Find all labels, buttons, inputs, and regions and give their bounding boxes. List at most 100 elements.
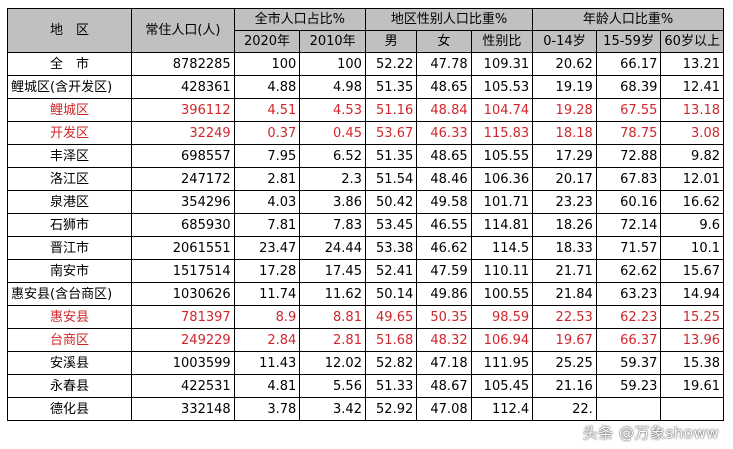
cell-female-pct: 47.78 [416,52,472,76]
cell-age-0-14: 25.25 [532,351,597,375]
cell-age-15-59: 78.75 [595,121,662,145]
cell-share-2010: 3.42 [299,397,366,421]
cell-share-2020: 4.03 [233,190,301,214]
cell-share-2020: 4.81 [233,374,301,398]
cell-age-60-plus: 13.96 [660,328,724,352]
cell-age-15-59: 62.62 [595,259,662,283]
cell-age-60-plus: 15.38 [660,351,724,375]
cell-age-60-plus: 10.1 [660,236,724,260]
cell-population: 249229 [131,328,235,352]
table-row: 鲤城区 396112 4.51 4.53 51.16 48.84 104.74 19.28 67… [6,98,724,122]
cell-female-pct: 48.65 [416,144,472,168]
cell-population: 1003599 [131,351,235,375]
cell-age-0-14: 20.17 [532,167,597,191]
cell-sex-ratio: 106.94 [470,328,534,352]
table-row: 南安市 1517514 17.28 17.45 52.41 47.59 110.11 21.7… [6,259,724,283]
table-row: 泉港区 354296 4.03 3.86 50.42 49.58 101.71 23.23 60… [6,190,724,214]
cell-female-pct: 49.58 [416,190,472,214]
cell-population: 354296 [131,190,235,214]
cell-age-0-14: 17.29 [532,144,597,168]
table-row: 安溪县 1003599 11.43 12.02 52.82 47.18 111.95 25.2… [6,351,724,375]
cell-population: 781397 [131,305,235,329]
cell-age-15-59: 72.14 [595,213,662,237]
cell-age-15-59: 66.17 [595,52,662,76]
cell-population: 332148 [131,397,235,421]
table-row: 永春县 422531 4.81 5.56 51.33 48.67 105.45 21.16 59… [6,374,724,398]
cell-share-2020: 23.47 [233,236,301,260]
cell-age-60-plus: 13.21 [660,52,724,76]
cell-region-name: 丰泽区 [6,144,133,168]
header-sex-ratio: 性别比 [470,30,534,53]
cell-male-pct: 53.45 [364,213,418,237]
cell-share-2010: 7.83 [299,213,366,237]
cell-population: 8782285 [131,52,235,76]
cell-share-2010: 11.62 [299,282,366,306]
cell-age-0-14: 21.71 [532,259,597,283]
cell-share-2010: 6.52 [299,144,366,168]
cell-region-name: 惠安县(含台商区) [6,282,133,306]
cell-region-name: 晋江市 [6,236,133,260]
cell-age-0-14: 18.33 [532,236,597,260]
cell-age-0-14: 19.28 [532,98,597,122]
cell-age-0-14: 21.16 [532,374,597,398]
cell-age-0-14: 22.53 [532,305,597,329]
cell-sex-ratio: 106.36 [470,167,534,191]
table-row: 德化县 332148 3.78 3.42 52.92 47.08 112.4 22. [6,397,724,421]
cell-age-60-plus: 19.61 [660,374,724,398]
cell-age-0-14: 22. [532,397,597,421]
cell-male-pct: 52.92 [364,397,418,421]
cell-male-pct: 50.42 [364,190,418,214]
cell-share-2020: 4.51 [233,98,301,122]
cell-share-2010: 4.53 [299,98,366,122]
cell-female-pct: 48.65 [416,75,472,99]
cell-age-60-plus: 15.67 [660,259,724,283]
cell-female-pct: 47.59 [416,259,472,283]
cell-share-2010: 2.81 [299,328,366,352]
cell-female-pct: 47.08 [416,397,472,421]
cell-share-2010: 2.3 [299,167,366,191]
cell-male-pct: 50.14 [364,282,418,306]
cell-share-2010: 0.45 [299,121,366,145]
cell-male-pct: 51.68 [364,328,418,352]
cell-age-15-59: 71.57 [595,236,662,260]
cell-female-pct: 49.86 [416,282,472,306]
table-row: 洛江区 247172 2.81 2.3 51.54 48.46 106.36 20.17 67.… [6,167,724,191]
cell-population: 698557 [131,144,235,168]
cell-region-name: 洛江区 [6,167,133,191]
cell-region-name: 南安市 [6,259,133,283]
cell-age-15-59: 59.37 [595,351,662,375]
cell-male-pct: 52.41 [364,259,418,283]
cell-age-60-plus [660,397,724,421]
cell-age-60-plus: 16.62 [660,190,724,214]
cell-male-pct: 52.22 [364,52,418,76]
cell-age-15-59: 62.23 [595,305,662,329]
cell-population: 685930 [131,213,235,237]
cell-share-2010: 17.45 [299,259,366,283]
cell-age-15-59: 60.16 [595,190,662,214]
cell-share-2010: 4.98 [299,75,366,99]
cell-sex-ratio: 112.4 [470,397,534,421]
cell-age-0-14: 21.84 [532,282,597,306]
cell-sex-ratio: 111.95 [470,351,534,375]
cell-share-2020: 3.78 [233,397,301,421]
cell-sex-ratio: 100.55 [470,282,534,306]
cell-region-name: 台商区 [6,328,133,352]
cell-population: 247172 [131,167,235,191]
cell-population: 1517514 [131,259,235,283]
cell-population: 1030626 [131,282,235,306]
table-row: 开发区 32249 0.37 0.45 53.67 46.33 115.83 18.18 78.… [6,121,724,145]
cell-share-2020: 2.84 [233,328,301,352]
cell-sex-ratio: 105.45 [470,374,534,398]
table-row: 全 市 8782285 100 100 52.22 47.78 109.31 20.62 66.… [6,52,724,76]
cell-share-2020: 100 [233,52,301,76]
cell-age-60-plus: 14.94 [660,282,724,306]
cell-region-name: 石狮市 [6,213,133,237]
header-age-group: 年龄人口比重% [532,8,724,31]
header-population: 常住人口(人) [131,8,235,53]
cell-population: 428361 [131,75,235,99]
cell-age-60-plus: 9.82 [660,144,724,168]
cell-age-0-14: 18.26 [532,213,597,237]
cell-age-60-plus: 12.01 [660,167,724,191]
cell-population: 32249 [131,121,235,145]
cell-age-60-plus: 15.25 [660,305,724,329]
